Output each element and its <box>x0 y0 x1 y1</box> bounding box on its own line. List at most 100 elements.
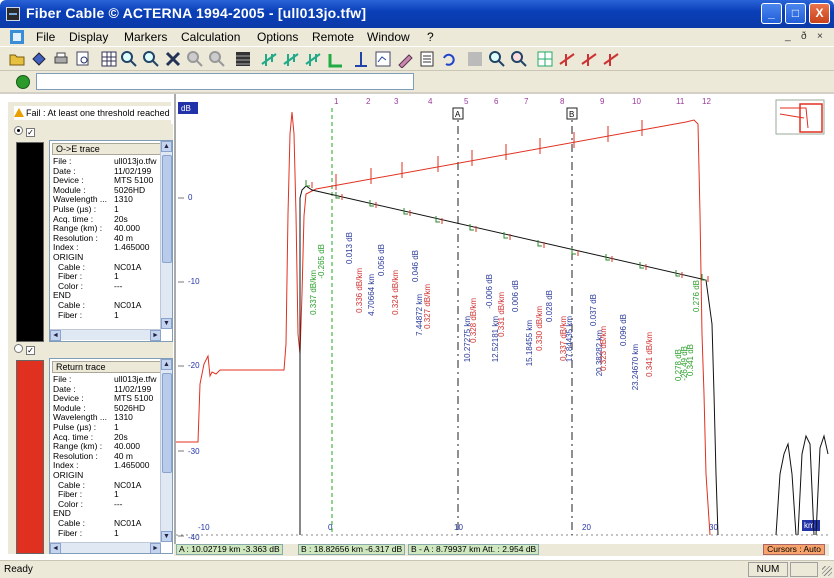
undo-icon[interactable] <box>440 50 458 68</box>
cursor-b-label: B <box>569 110 574 119</box>
menu-display[interactable]: Display <box>69 30 109 44</box>
report-icon[interactable] <box>418 50 436 68</box>
menu-options[interactable]: Options <box>257 30 299 44</box>
cursor-a-flag[interactable] <box>452 107 464 120</box>
print-preview-icon[interactable] <box>74 50 92 68</box>
scroll-up-button[interactable]: ▲ <box>161 359 172 370</box>
trace-select-radio[interactable] <box>14 126 23 135</box>
auto-measure-icon[interactable] <box>374 50 392 68</box>
horizontal-scrollbar[interactable]: ◄ ► <box>50 329 161 341</box>
scroll-up-button[interactable]: ▲ <box>161 141 172 152</box>
zoom-y-icon[interactable] <box>510 50 528 68</box>
overlay-icon[interactable] <box>558 50 576 68</box>
vertical-scrollbar[interactable]: ▲ ▼ <box>160 359 172 542</box>
trace-field-row: Cable : NC01A <box>50 299 172 311</box>
menu-remote[interactable]: Remote <box>312 30 355 44</box>
oe-event-marker[interactable] <box>503 232 508 239</box>
oe-event-marker[interactable] <box>675 270 680 277</box>
table-icon[interactable] <box>234 50 252 68</box>
zoom-in-icon[interactable] <box>120 50 138 68</box>
resize-grip-icon[interactable] <box>822 566 832 576</box>
trace-name[interactable]: Return trace <box>52 361 170 373</box>
menu-markers[interactable]: Markers <box>124 30 168 44</box>
scroll-thumb[interactable] <box>162 373 172 473</box>
scroll-thumb[interactable] <box>162 155 172 263</box>
trace-field-row: Cable : NC01A <box>50 262 172 273</box>
save-icon[interactable] <box>30 50 48 68</box>
trace-field-row: Color : --- <box>50 499 172 510</box>
marker-icon[interactable] <box>260 50 278 68</box>
trace-select-radio[interactable] <box>14 344 23 353</box>
mdi-minimize-button[interactable]: _ <box>785 31 791 42</box>
trace-field-row: Date : 11/02/199 <box>50 166 172 177</box>
trace-controls: ✓ <box>14 126 35 137</box>
maximize-button[interactable]: □ <box>785 3 806 24</box>
oe-event-marker[interactable] <box>403 208 408 215</box>
minimize-button[interactable]: _ <box>761 3 782 24</box>
grid-icon[interactable] <box>100 50 118 68</box>
scroll-right-button[interactable]: ► <box>150 330 161 341</box>
trace-visible-checkbox[interactable]: ✓ <box>26 128 35 137</box>
overlay-2-icon[interactable] <box>580 50 598 68</box>
marker-4-icon[interactable] <box>326 50 344 68</box>
zoom-full-icon[interactable] <box>164 50 182 68</box>
scroll-down-button[interactable]: ▼ <box>161 318 172 329</box>
event-label: -0.265 dB <box>317 244 326 279</box>
event-label: 0.330 dB/km <box>535 306 544 351</box>
oe-event-marker[interactable] <box>305 180 310 187</box>
oe-event-marker[interactable] <box>335 192 340 199</box>
trace-visible-checkbox[interactable]: ✓ <box>26 346 35 355</box>
oe-event-marker[interactable] <box>605 254 610 261</box>
zoom-x-icon[interactable] <box>488 50 506 68</box>
app-icon[interactable] <box>6 7 20 21</box>
event-label: 12.52181 km <box>491 316 500 363</box>
open-folder-icon[interactable] <box>8 50 26 68</box>
document-icon[interactable] <box>10 30 24 44</box>
menu-help[interactable]: ? <box>427 30 434 44</box>
otdr-trace-plot[interactable]: dB km 0 -10 -20 -30 -40 -10 0 10 20 30 1… <box>174 94 829 544</box>
field-value: 1310 <box>114 412 133 423</box>
oe-event-marker[interactable] <box>369 200 374 207</box>
oe-event-marker[interactable] <box>701 274 706 281</box>
print-icon[interactable] <box>52 50 70 68</box>
cursor-icon[interactable] <box>352 50 370 68</box>
mdi-restore-button[interactable]: ð <box>801 31 807 42</box>
marker-2-icon[interactable] <box>282 50 300 68</box>
event-label: -0.006 dB <box>485 274 494 309</box>
menu-window[interactable]: Window <box>367 30 410 44</box>
zoom-out-icon[interactable] <box>142 50 160 68</box>
cursor-b-readout: B : 18.82656 km -6.317 dB <box>298 544 406 555</box>
marker-3-icon[interactable] <box>304 50 322 68</box>
layout-icon[interactable] <box>536 50 554 68</box>
menu-calculation[interactable]: Calculation <box>181 30 241 44</box>
scroll-right-button[interactable]: ► <box>150 543 161 553</box>
close-button[interactable]: X <box>809 3 830 24</box>
trace-field-row: Acq. time : 20s <box>50 214 172 225</box>
cursor-b-flag[interactable] <box>566 107 578 120</box>
field-value: NC01A <box>114 299 142 310</box>
oe-event-marker[interactable] <box>435 216 440 223</box>
event-label: 0.028 dB <box>545 290 554 322</box>
oe-event-marker[interactable] <box>537 240 542 247</box>
cursor-mode-button[interactable]: Cursors : Auto <box>763 544 825 555</box>
overlay-3-icon[interactable] <box>602 50 620 68</box>
vertical-scrollbar[interactable]: ▲ ▼ <box>160 141 172 329</box>
event-label: 17.84435 km <box>565 316 574 363</box>
scroll-down-button[interactable]: ▼ <box>161 531 172 542</box>
menu-file[interactable]: File <box>36 30 56 44</box>
event-label: 0.331 dB/km <box>497 292 506 337</box>
field-label: Index : <box>53 460 79 471</box>
scroll-left-button[interactable]: ◄ <box>50 543 61 553</box>
edit-icon[interactable] <box>396 50 414 68</box>
oe-event-marker[interactable] <box>639 262 644 269</box>
oe-event-marker[interactable] <box>469 224 474 231</box>
trace-field[interactable] <box>36 73 414 90</box>
oe-event-marker[interactable] <box>571 248 576 255</box>
trace-name[interactable]: O->E trace <box>52 143 170 155</box>
field-value: 1310 <box>114 194 133 205</box>
mdi-close-button[interactable]: × <box>817 31 823 42</box>
horizontal-scrollbar[interactable]: ◄ ► <box>50 542 161 553</box>
trace-graph[interactable]: dB km 0 -10 -20 -30 -40 -10 0 10 20 30 1… <box>176 94 829 544</box>
field-label: Fiber : <box>58 271 83 282</box>
scroll-left-button[interactable]: ◄ <box>50 330 61 341</box>
